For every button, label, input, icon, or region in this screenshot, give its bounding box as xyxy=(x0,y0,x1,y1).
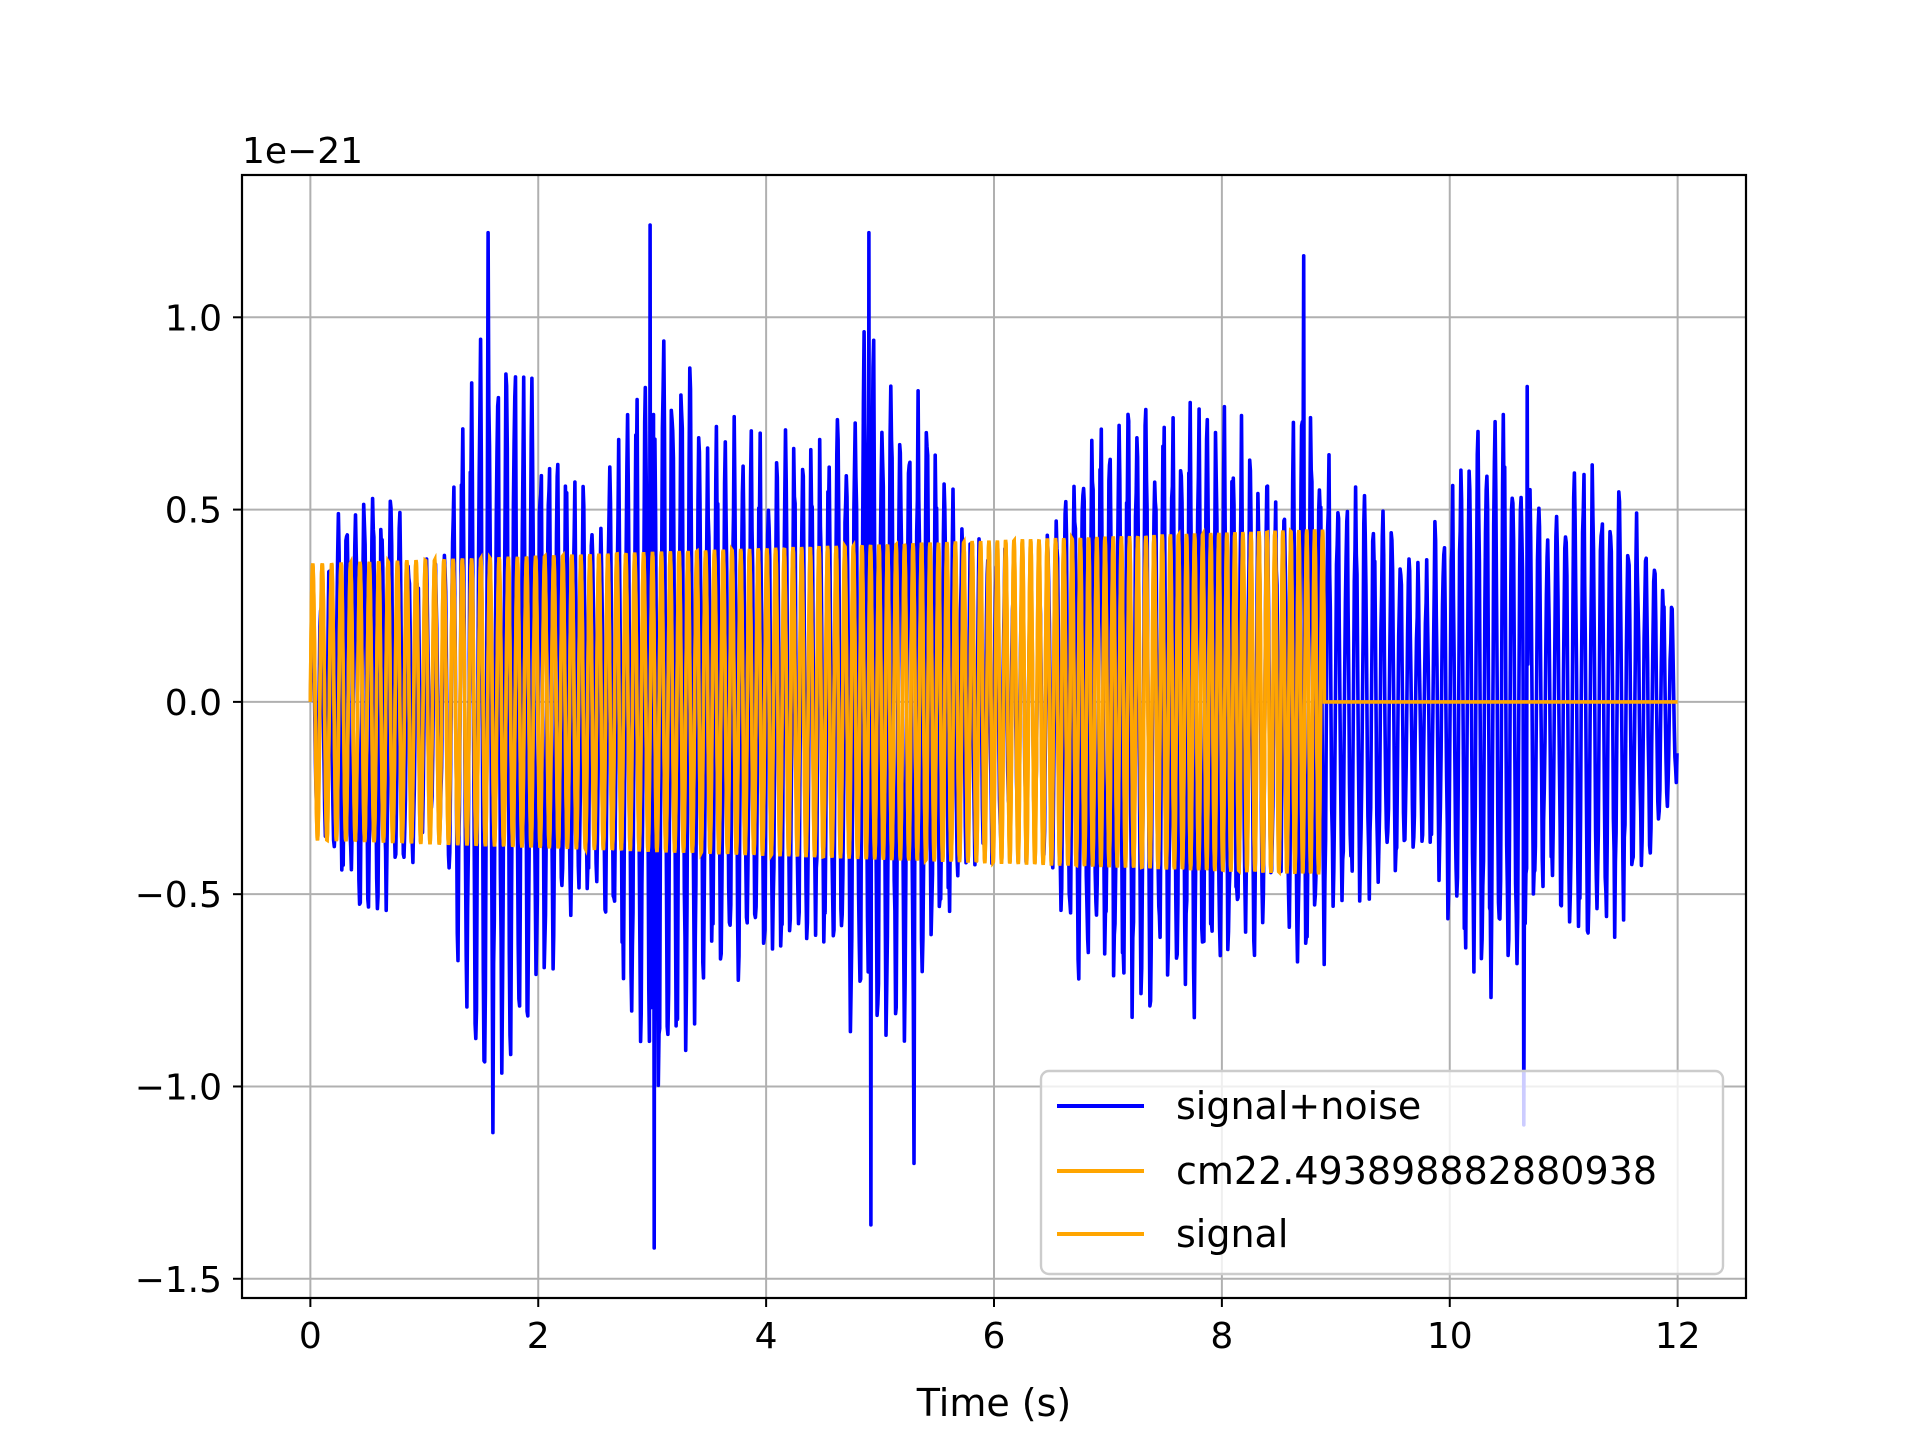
y-tick-label: 0.0 xyxy=(165,683,222,724)
legend-label-cm: cm22.493898882880938 xyxy=(1176,1149,1657,1193)
ticks: 0 2 4 6 8 10 12 −1.5 −1.0 −0.5 0.0 0.5 1.0 xyxy=(135,298,1701,1357)
x-tick-label: 6 xyxy=(983,1316,1006,1357)
x-tick-label: 12 xyxy=(1655,1316,1701,1357)
y-tick-label: −1.5 xyxy=(135,1260,222,1301)
y-tick-label: 0.5 xyxy=(165,491,222,532)
y-offset-label: 1e−21 xyxy=(242,131,363,172)
legend-label-signal: signal xyxy=(1176,1212,1288,1256)
plot-area xyxy=(240,173,1748,1300)
series-layer xyxy=(308,223,1679,1250)
series-signal xyxy=(308,528,1678,876)
y-tick-label: 1.0 xyxy=(165,298,222,339)
x-tick-label: 4 xyxy=(755,1316,778,1357)
x-tick-label: 0 xyxy=(299,1316,322,1357)
x-tick-label: 2 xyxy=(527,1316,550,1357)
x-tick-label: 10 xyxy=(1427,1316,1473,1357)
legend-label-signal-noise: signal+noise xyxy=(1176,1084,1421,1128)
x-axis-label: Time (s) xyxy=(916,1381,1072,1425)
legend: signal+noise cm22.493898882880938 signal xyxy=(1039,1069,1725,1276)
legend-box xyxy=(1039,1069,1725,1276)
y-tick-label: −1.0 xyxy=(135,1067,222,1108)
x-tick-label: 8 xyxy=(1210,1316,1233,1357)
y-tick-label: −0.5 xyxy=(135,875,222,916)
